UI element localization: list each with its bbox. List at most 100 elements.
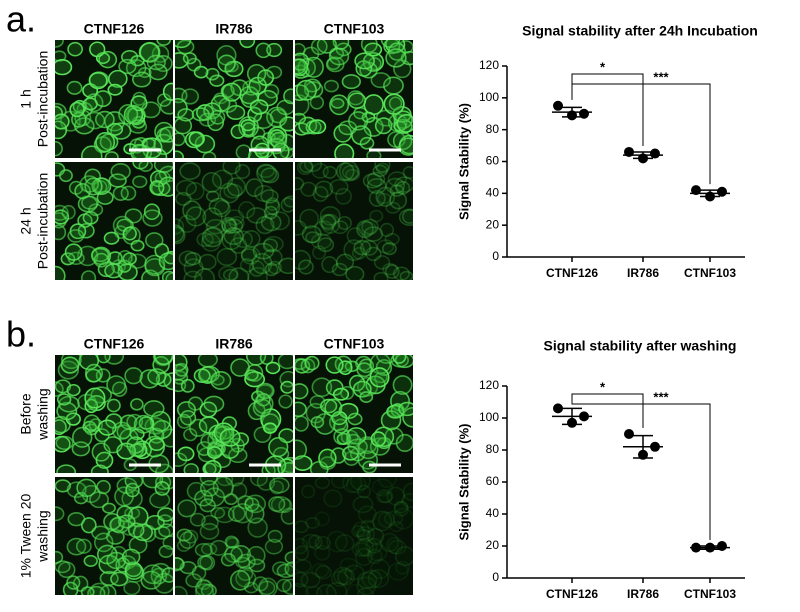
panel-label: a. — [6, 0, 36, 40]
data-point — [691, 185, 701, 196]
cell — [276, 578, 292, 593]
cell — [372, 164, 388, 178]
cell — [249, 99, 269, 115]
cell — [348, 111, 369, 131]
y-tick-label: 120 — [479, 378, 499, 392]
cell — [194, 134, 216, 154]
cell — [389, 184, 405, 197]
cell — [347, 412, 363, 426]
micrograph — [175, 162, 293, 280]
cell — [277, 257, 293, 275]
cell — [361, 218, 379, 235]
micrograph — [295, 162, 413, 280]
row-label: 24 h — [18, 207, 34, 234]
cell — [202, 151, 217, 158]
cell — [359, 239, 378, 256]
cell — [97, 419, 117, 436]
cell — [227, 505, 246, 522]
cell — [330, 477, 349, 489]
cell — [72, 426, 93, 448]
data-point — [691, 542, 701, 553]
cell — [314, 220, 334, 237]
cell — [210, 370, 232, 390]
cell — [375, 162, 390, 174]
cell — [120, 185, 137, 201]
cell — [326, 530, 348, 553]
cell — [185, 206, 207, 227]
cell — [183, 270, 203, 280]
cell — [81, 517, 97, 534]
cell — [237, 553, 256, 570]
cell — [224, 218, 244, 234]
cell — [389, 520, 404, 533]
cell — [280, 507, 293, 525]
y-tick-label: 40 — [486, 186, 500, 200]
cell — [377, 511, 395, 528]
cell — [344, 564, 365, 581]
cell — [262, 238, 279, 253]
significance-label: * — [600, 379, 606, 394]
cell — [360, 519, 375, 533]
data-point — [624, 146, 634, 157]
significance-label: * — [600, 59, 606, 74]
cell — [175, 557, 185, 571]
cell — [377, 477, 397, 489]
cell — [312, 185, 329, 202]
cell — [209, 74, 225, 87]
cell — [295, 79, 317, 101]
cell — [303, 162, 323, 173]
cell — [368, 190, 386, 207]
cell — [225, 537, 240, 549]
cell — [305, 585, 323, 595]
cell — [153, 572, 173, 594]
y-tick-label: 120 — [479, 58, 499, 72]
cell — [354, 538, 375, 557]
cell — [184, 251, 202, 266]
cell — [55, 204, 69, 221]
cell — [212, 477, 234, 499]
cell — [295, 439, 308, 460]
cell — [182, 52, 197, 65]
cell — [372, 510, 393, 532]
cell — [284, 561, 293, 577]
cell — [300, 181, 317, 197]
cell — [223, 227, 244, 246]
cell — [357, 484, 372, 499]
cell — [60, 356, 80, 374]
cell — [389, 191, 408, 210]
cell — [381, 242, 397, 256]
cell — [345, 168, 360, 181]
cell — [176, 40, 195, 55]
cell — [332, 387, 350, 401]
cell — [119, 428, 139, 448]
cell — [378, 491, 393, 504]
cell — [282, 578, 293, 595]
cell — [88, 71, 108, 90]
cell — [56, 393, 72, 406]
cell — [180, 378, 195, 393]
cell — [392, 355, 407, 364]
cell — [224, 209, 245, 226]
panel-label: b. — [6, 314, 36, 355]
cell — [392, 507, 413, 530]
cell — [228, 215, 245, 231]
cell — [342, 477, 363, 494]
cell — [143, 400, 165, 418]
cell — [283, 195, 293, 208]
cell — [148, 437, 165, 451]
cell — [242, 230, 261, 248]
cell — [132, 175, 148, 189]
cell — [362, 460, 377, 473]
cell — [128, 443, 144, 458]
cell — [202, 462, 217, 473]
x-tick-label: IR786 — [627, 587, 659, 601]
cell — [240, 246, 261, 265]
cell — [88, 203, 104, 217]
cell — [330, 570, 349, 587]
cell — [329, 94, 350, 116]
data-point — [624, 429, 634, 439]
cell — [175, 179, 197, 196]
cell — [253, 426, 272, 443]
cell — [269, 480, 285, 495]
cell — [322, 165, 337, 179]
